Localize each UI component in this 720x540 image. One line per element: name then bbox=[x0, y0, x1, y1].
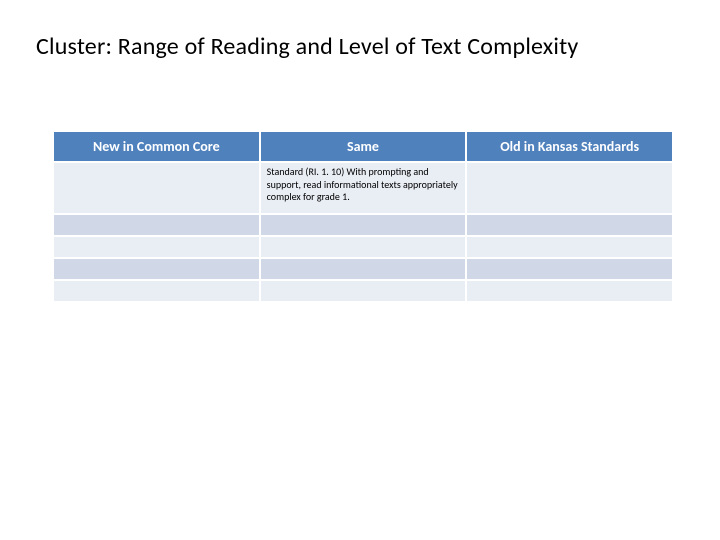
cell-same bbox=[260, 280, 467, 302]
table-row bbox=[53, 280, 673, 302]
page-title: Cluster: Range of Reading and Level of T… bbox=[36, 32, 700, 61]
cell-same bbox=[260, 236, 467, 258]
cell-new bbox=[53, 236, 260, 258]
col-header-new: New in Common Core bbox=[53, 131, 260, 162]
cell-same bbox=[260, 214, 467, 236]
cell-old bbox=[466, 214, 673, 236]
cell-same: Standard (RI. 1. 10) With prompting and … bbox=[260, 162, 467, 214]
table-row bbox=[53, 214, 673, 236]
table-row bbox=[53, 258, 673, 280]
cell-same bbox=[260, 258, 467, 280]
cell-old bbox=[466, 280, 673, 302]
cell-new bbox=[53, 214, 260, 236]
cell-new bbox=[53, 162, 260, 214]
table-header-row: New in Common Core Same Old in Kansas St… bbox=[53, 131, 673, 162]
table-row bbox=[53, 236, 673, 258]
cell-new bbox=[53, 280, 260, 302]
cell-old bbox=[466, 162, 673, 214]
table-row: Standard (RI. 1. 10) With prompting and … bbox=[53, 162, 673, 214]
cell-old bbox=[466, 258, 673, 280]
cell-old bbox=[466, 236, 673, 258]
col-header-same: Same bbox=[260, 131, 467, 162]
col-header-old: Old in Kansas Standards bbox=[466, 131, 673, 162]
cell-new bbox=[53, 258, 260, 280]
standards-table: New in Common Core Same Old in Kansas St… bbox=[52, 130, 674, 303]
